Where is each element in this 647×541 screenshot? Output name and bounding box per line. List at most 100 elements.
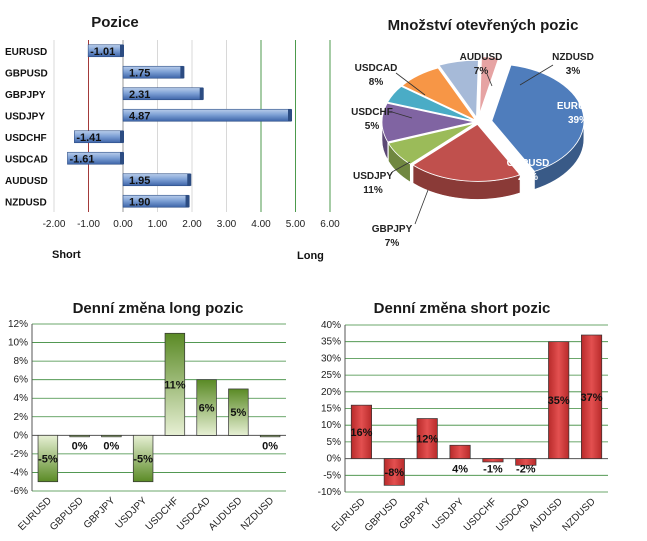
position-bar-end-audusd (187, 173, 192, 186)
pie-slice-gbpjpy (387, 122, 475, 165)
y-tick-label-3: 5% (327, 437, 342, 448)
x-category-usdjpy: USDJPY (431, 496, 467, 532)
x-tick-label-6: 4.00 (251, 219, 271, 230)
y-tick-label-0: -10% (318, 487, 341, 498)
pie-label-gbpusd: GBPUSD (507, 158, 550, 169)
pie-label-nzdusd: NZDUSD (552, 52, 594, 63)
x-category-usdchf: USDCHF (144, 495, 181, 532)
pie-slice-usdchf (386, 85, 475, 122)
change-value-audusd: 35% (548, 395, 570, 407)
y-tick-label-8: 30% (321, 353, 341, 364)
position-bar-end-usdchf (120, 130, 124, 143)
positions-chart: Pozice -1.01 1.75 2.31 4.87 -1.41 -1.61 1.95 1.… (5, 14, 340, 262)
positions-chart-title: Pozice (91, 14, 139, 31)
pie-pct-usdjpy: 11% (363, 185, 383, 196)
position-value-nzdusd: 1.90 (129, 196, 150, 208)
position-category-usdcad: USDCAD (5, 154, 48, 165)
change-bar-usdchf (164, 332, 186, 436)
change-bar-audusd (548, 341, 570, 459)
pie-slice-gbpusd (412, 123, 521, 182)
y-tick-label-6: 6% (14, 375, 29, 386)
x-category-audusd: AUDUSD (527, 496, 565, 534)
change-bar-eurusd (350, 404, 372, 459)
position-category-usdjpy: USDJPY (5, 111, 45, 122)
short-change-y-ticks: -10% -5% 0% 5% 10% 15% 20% 25% 30% 35% 40% (318, 320, 341, 498)
x-tick-label-1: -1.00 (77, 219, 100, 230)
y-tick-label-9: 35% (321, 337, 341, 348)
change-bar-usdchf (482, 458, 504, 463)
x-category-usdchf: USDCHF (462, 496, 499, 533)
positions-bars: -1.01 1.75 2.31 4.87 -1.41 -1.61 1.95 1.90 (67, 44, 293, 208)
pie-label-audusd: AUDUSD (460, 52, 503, 63)
long-change-x-labels: EURUSDGBPUSDGBPJPYUSDJPYUSDCHFUSDCADAUDU… (16, 495, 276, 533)
x-category-gbpusd: GBPUSD (363, 496, 401, 534)
pie-slice-usdjpy (381, 102, 475, 143)
y-tick-label-9: 12% (8, 319, 28, 330)
y-tick-label-4: 10% (321, 420, 341, 431)
change-value-nzdusd: 0% (262, 440, 278, 452)
change-bar-gbpjpy (101, 434, 122, 438)
y-tick-label-5: 4% (14, 393, 29, 404)
change-bar-nzdusd (259, 434, 281, 438)
position-value-eurusd: -1.01 (90, 46, 115, 58)
open-positions-pie-chart: Množství otevřených pozic EURUSD 39% GBPUS… (351, 17, 599, 249)
change-bar-usdcad (515, 458, 537, 466)
position-value-gbpjpy: 2.31 (129, 89, 150, 101)
change-value-usdcad: -2% (516, 464, 536, 476)
position-category-gbpusd: GBPUSD (5, 68, 48, 79)
position-bar-end-gbpusd (180, 66, 185, 79)
x-tick-label-0: -2.00 (43, 219, 66, 230)
y-tick-label-7: 25% (321, 370, 341, 381)
pie-slice-usdcad (401, 67, 477, 122)
pie-label-usdcad: USDCAD (355, 63, 398, 74)
change-value-usdchf: 11% (164, 379, 186, 391)
pie-leader-usdjpy (391, 161, 411, 173)
x-category-gbpjpy: GBPJPY (82, 495, 118, 531)
y-tick-label-2: 0% (327, 454, 342, 465)
long-label: Long (297, 250, 324, 262)
y-tick-label-7: 8% (14, 356, 29, 367)
position-value-audusd: 1.95 (129, 175, 150, 187)
x-category-usdcad: USDCAD (494, 496, 532, 534)
position-value-usdchf: -1.41 (76, 132, 101, 144)
change-bar-gbpusd (69, 434, 90, 438)
pie-leader-usdchf (391, 111, 413, 119)
y-tick-label-5: 15% (321, 404, 341, 415)
change-bar-eurusd (37, 434, 59, 483)
x-category-nzdusd: NZDUSD (560, 496, 597, 533)
y-tick-label-10: 40% (321, 320, 341, 331)
pie-leader-gbpjpy (414, 189, 429, 225)
pie-slices (381, 56, 585, 200)
position-value-gbpusd: 1.75 (129, 67, 150, 79)
pie-pct-usdchf: 5% (365, 121, 380, 132)
change-bar-gbpusd (383, 458, 405, 486)
x-tick-label-5: 3.00 (217, 219, 237, 230)
positions-category-labels: EURUSD GBPUSD GBPJPY USDJPY USDCHF USDCAD AUDU… (5, 47, 48, 209)
change-value-gbpusd: 0% (72, 440, 88, 452)
change-value-gbpjpy: 0% (103, 440, 119, 452)
x-category-nzdusd: NZDUSD (239, 495, 276, 532)
pie-slice-nzdusd (479, 56, 500, 114)
pie-pct-usdcad: 8% (369, 77, 384, 88)
pie-pct-gbpusd: 20% (518, 172, 538, 183)
position-category-gbpjpy: GBPJPY (5, 90, 46, 101)
pie-label-eurusd: EURUSD (557, 101, 599, 112)
change-bar-audusd (228, 388, 249, 436)
long-change-y-ticks: -6% -4% -2% 0% 2% 4% 6% 8% 10% 12% (8, 319, 28, 497)
short-change-bars: 16% -8% 12% 4% -1% -2% 35% 37% (350, 334, 603, 486)
y-tick-label-1: -4% (10, 467, 28, 478)
pie-leader-audusd (486, 73, 493, 87)
pie-leader-nzdusd (519, 64, 554, 86)
pie-pct-gbpjpy: 7% (385, 238, 400, 249)
change-value-usdjpy: 4% (452, 464, 468, 476)
x-category-eurusd: EURUSD (330, 496, 368, 534)
x-category-usdcad: USDCAD (175, 495, 213, 533)
change-value-usdjpy: -5% (133, 454, 153, 466)
position-category-nzdusd: NZDUSD (5, 197, 47, 208)
x-category-gbpjpy: GBPJPY (398, 496, 434, 532)
pie-leader-usdcad (395, 72, 426, 96)
pie-labels: EURUSD 39% GBPUSD 20% GBPJPY 7% USDJPY 11% USDCH… (351, 52, 599, 249)
short-change-title: Denní změna short pozic (374, 300, 551, 317)
change-bar-gbpjpy (416, 418, 438, 459)
